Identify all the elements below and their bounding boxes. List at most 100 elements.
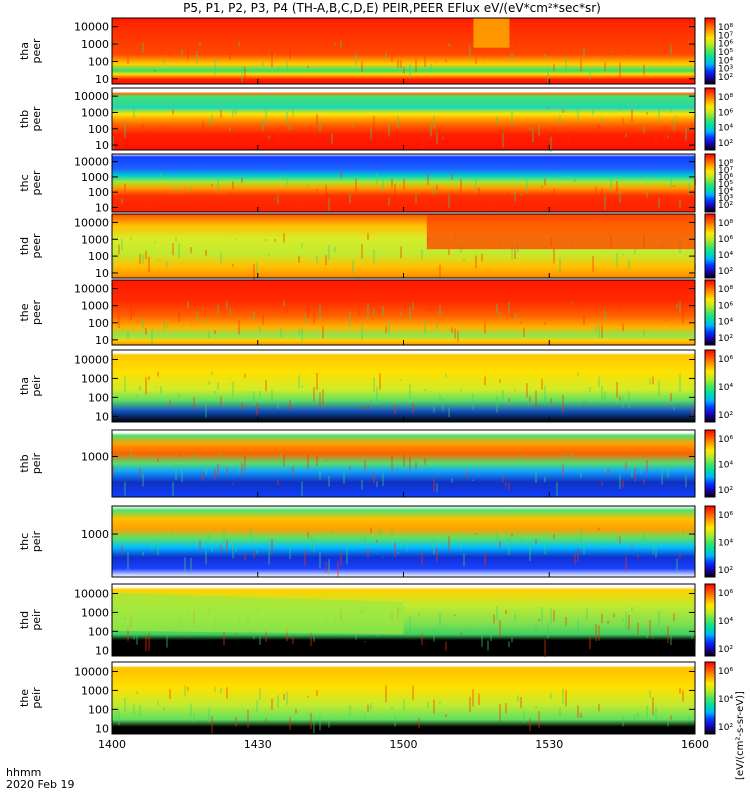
panel-tha-peer: tha peer 10000 1000 100 10 10⁸10⁷10⁶10⁵10⁴10³1… [18, 17, 733, 86]
x-axis-label-hhmm: hhmm [6, 766, 41, 779]
panel-ylabel: peir [30, 452, 43, 474]
ytick-label: 10 [95, 334, 109, 347]
spectrogram-image [112, 154, 695, 212]
colorbar-tick-label: 10² [718, 334, 733, 344]
spectrogram-image [112, 662, 695, 734]
ytick-label: 10000 [74, 353, 109, 366]
panel-ylabel: the [18, 303, 31, 321]
xtick-label: 1600 [681, 738, 709, 751]
ytick-label: 100 [88, 703, 109, 716]
colorbar [704, 661, 716, 735]
ytick-label: 10 [95, 73, 109, 86]
colorbar-tick-label: 10² [718, 139, 733, 149]
spectrogram-image [112, 506, 695, 577]
colorbar-tick-label: 10³ [718, 65, 733, 75]
colorbar-tick-label: 10⁴ [718, 383, 733, 393]
spectrogram-texture [115, 38, 690, 83]
spectrogram-texture [112, 171, 696, 211]
ytick-label: 10 [95, 410, 109, 423]
colorbar-tick-label: 10⁶ [718, 40, 733, 50]
panel-thd-peer: thd peer 10000 1000 100 10 10⁸ 10⁶ 10⁴ 10² [18, 213, 733, 280]
colorbar-tick-label: 10⁸ [718, 23, 733, 33]
colorbar [704, 153, 716, 213]
colorbar-tick-label: 10² [718, 645, 733, 655]
colorbar-tick-label: 10⁶ [718, 589, 733, 599]
colorbar-tick-label: 10³ [718, 194, 733, 204]
ytick-label: 10000 [74, 21, 109, 34]
x-axis-label-date: 2020 Feb 19 [6, 778, 74, 791]
colorbar-tick-label: 10² [718, 723, 733, 733]
time-axis: hhmm 2020 Feb 19 1400 1430 1500 1530 1600 [6, 738, 709, 791]
colorbar-tick-label: 10⁴ [718, 695, 733, 705]
colorbar-tick-label: 10⁶ [718, 173, 733, 183]
colorbar [704, 279, 716, 346]
colorbar [704, 349, 716, 423]
ytick-label: 10000 [74, 587, 109, 600]
ytick-label: 100 [88, 250, 109, 263]
colorbar-tick-label: 10⁶ [718, 301, 733, 311]
spectrogram-texture [112, 233, 696, 280]
colorbar-tick-label: 10⁶ [718, 235, 733, 245]
colorbar-tick-label: 10⁸ [718, 219, 733, 229]
spectrogram-image [112, 18, 695, 84]
spectrogram-texture [121, 527, 696, 578]
panel-thc-peir: thc peir 1000 10⁶ 10⁴ 10² [18, 505, 733, 578]
panel-ylabel: tha [18, 42, 31, 60]
panel-the-peer: the peer 10000 1000 100 10 10⁸ 10⁶ 10⁴ 10² [18, 279, 733, 347]
panel-ylabel: peer [30, 300, 43, 326]
ytick-label: 100 [88, 55, 109, 68]
colorbar-tick-label: 10⁶ [718, 108, 733, 118]
colorbar-tick-label: 10² [718, 267, 733, 277]
colorbar-tick-label: 10⁷ [718, 166, 733, 176]
ytick-label: 100 [88, 391, 109, 404]
figure-title: P5, P1, P2, P3, P4 (TH-A,B,C,D,E) PEIR,P… [183, 1, 601, 15]
colorbar [704, 17, 716, 85]
panels: tha peer1000010001001010⁸10⁷10⁶10⁵10⁴10³1… [18, 17, 733, 735]
ytick-label: 1000 [81, 528, 109, 541]
colorbar-tick-label: 10⁴ [718, 539, 733, 549]
colorbar-tick-label: 10² [718, 201, 733, 211]
panel-ylabel: tha [18, 377, 31, 395]
panel-thc-peer: thc peer 10000 1000 100 10 10⁸10⁷10⁶10⁵10⁴10³1… [18, 153, 733, 214]
colorbar-tick-label: 10² [718, 486, 733, 496]
colorbar-tick-label: 10⁶ [718, 355, 733, 365]
panel-ylabel: thc [18, 174, 31, 191]
ytick-label: 100 [88, 317, 109, 330]
xtick-label: 1430 [244, 738, 272, 751]
spectrogram-texture [118, 299, 684, 344]
colorbar [704, 213, 716, 279]
ytick-label: 10000 [74, 90, 109, 103]
colorbar-tick-label: 10⁷ [718, 31, 733, 41]
panel-ylabel: peir [30, 375, 43, 397]
ytick-label: 1000 [81, 106, 109, 119]
ytick-label: 1000 [81, 372, 109, 385]
colorbar-tick-label: 10⁶ [718, 667, 733, 677]
xtick-label: 1500 [390, 738, 418, 751]
panel-ylabel: thb [18, 110, 31, 128]
spectrogram-image [112, 280, 695, 345]
colorbar-tick-label: 10⁵ [718, 180, 733, 190]
ytick-label: 10000 [74, 665, 109, 678]
panel-ylabel: peir [30, 530, 43, 552]
ytick-label: 10000 [74, 156, 109, 169]
high-flux-region [426, 214, 695, 250]
colorbar [704, 429, 716, 498]
panel-ylabel: the [18, 689, 31, 707]
xtick-label: 1530 [535, 738, 563, 751]
panel-ylabel: peer [30, 170, 43, 196]
ytick-label: 1000 [81, 684, 109, 697]
spectrogram-texture [124, 371, 693, 418]
panel-thd-peir: thd peir 10000 1000 100 10 10⁶ 10⁴ 10² [18, 583, 733, 658]
flux-dropout [473, 18, 510, 48]
ytick-label: 10 [95, 644, 109, 657]
panel-ylabel: thd [18, 611, 31, 629]
spectrogram-image [112, 350, 695, 422]
spectrogram-texture [112, 450, 693, 498]
panel-ylabel: peir [30, 687, 43, 709]
colorbar-tick-label: 10⁴ [718, 318, 733, 328]
ytick-label: 100 [88, 625, 109, 638]
colorbar-tick-label: 10⁴ [718, 617, 733, 627]
spectrogram-image [112, 430, 695, 497]
ytick-label: 10000 [74, 216, 109, 229]
